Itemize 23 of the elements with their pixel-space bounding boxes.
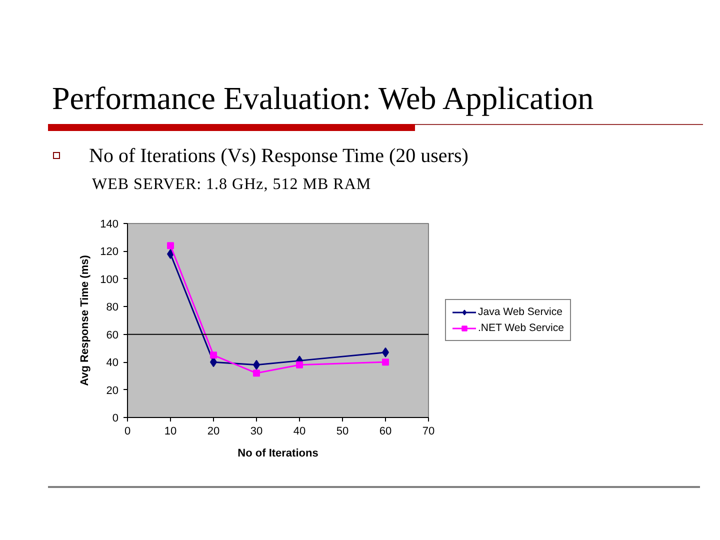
x-tick-label: 60 xyxy=(379,426,392,438)
text: WEB SERVER: 1.8 GHz, 512 MB RAM xyxy=(92,175,372,195)
y-tick-label: 120 xyxy=(100,246,119,258)
x-tick-label: 10 xyxy=(164,426,177,438)
x-tick-label: 30 xyxy=(250,426,263,438)
y-axis-title: Avg Response Time (ms) xyxy=(79,254,92,386)
y-tick-label: 60 xyxy=(106,329,119,342)
x-tick-label: 40 xyxy=(293,426,306,438)
y-tick-label: 100 xyxy=(100,274,119,286)
x-axis-title: No of Iterations xyxy=(238,448,318,460)
y-tick-label: 80 xyxy=(106,302,119,314)
legend-label: .NET Web Service xyxy=(478,322,564,334)
y-tick-label: 20 xyxy=(106,384,119,397)
chart-subtitle: No of Iterations (Vs) Response Time (20 users) xyxy=(89,144,468,169)
y-tick-label: 0 xyxy=(112,412,119,424)
x-tick-label: 0 xyxy=(124,426,131,438)
chart-title: Performance Evaluation: Web Application xyxy=(52,79,594,118)
x-tick-label: 20 xyxy=(207,426,220,438)
x-tick-label: 50 xyxy=(336,426,349,438)
legend-label: Java Web Service xyxy=(478,306,562,318)
y-tick-label: 40 xyxy=(106,357,119,370)
y-tick-label: 140 xyxy=(100,218,119,230)
x-tick-label: 70 xyxy=(422,426,435,438)
